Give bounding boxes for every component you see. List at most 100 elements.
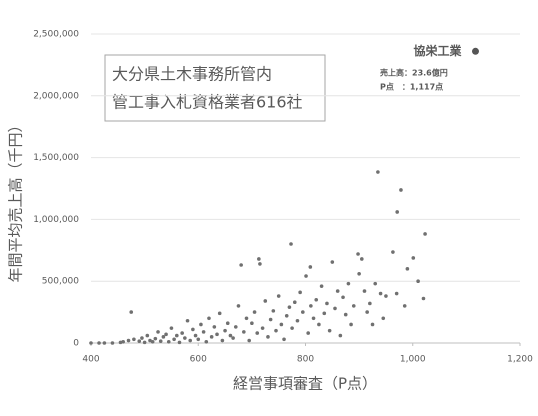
x-tick-label: 400 [82,355,99,365]
highlight-note: 売上高：23.6億円 [380,68,448,78]
point [290,326,294,330]
x-tick-label: 1,000 [400,355,426,365]
point [180,331,184,335]
point [260,326,265,330]
point [309,304,313,308]
point [394,291,399,296]
point [343,312,348,317]
point [274,328,278,333]
point [378,291,383,296]
point [266,335,270,339]
point [150,339,155,344]
point [158,339,163,343]
point [356,252,360,256]
point [405,267,410,271]
point [242,330,246,334]
point [196,337,201,342]
point [129,310,134,314]
point [255,331,260,335]
point [89,341,93,345]
point [185,318,190,323]
point [177,340,182,345]
point [289,242,293,246]
point [333,306,337,311]
title-box [104,54,326,122]
point [220,338,225,343]
point-label: 協栄工業 [413,43,462,58]
point [199,322,203,327]
point [319,284,324,288]
point [411,256,416,260]
point [399,188,403,192]
point [384,294,388,298]
point [346,281,351,286]
point [395,210,399,214]
point [231,336,235,340]
point [148,338,152,343]
point [376,170,380,174]
point [153,336,158,341]
point [351,304,356,308]
title-line: 管工事入札資格業者616社 [112,93,303,112]
y-tick-label: 0 [73,339,79,349]
point [362,289,367,293]
point [317,322,321,327]
x-tick-label: 600 [190,355,207,365]
point [322,311,327,316]
point [239,263,243,267]
point [298,290,302,295]
point [279,322,284,327]
point [193,333,198,338]
x-axis-label: 経営事項審査（P点） [233,375,377,393]
point [276,294,281,298]
point [349,322,353,327]
y-tick-label: 2,500,000 [33,30,79,40]
point [209,335,214,339]
point [365,310,369,314]
point [140,336,144,340]
point [126,338,131,343]
point [233,325,238,329]
y-tick-label: 1,500,000 [33,153,79,163]
x-tick-label: 1,200 [507,355,533,365]
point [335,289,340,293]
point [247,338,251,343]
point [325,301,329,306]
point [311,316,316,321]
point [287,305,292,309]
point [223,328,227,333]
point [217,311,222,316]
point [292,300,297,305]
point [284,314,289,318]
point [215,332,219,337]
point [236,304,241,308]
point [416,279,420,284]
point [257,257,261,261]
point [252,310,257,314]
point [250,321,254,326]
point [102,341,107,345]
point [381,316,386,321]
point [258,262,262,266]
point [271,309,276,313]
point [327,328,332,333]
point [244,316,249,321]
point [118,340,123,345]
point [132,337,136,342]
x-tick-label: 800 [297,355,314,365]
point [110,341,115,345]
y-tick-label: 1,000,000 [33,215,79,225]
point [166,339,171,344]
point [175,333,179,338]
point [191,327,195,332]
point [121,339,125,344]
point [183,336,187,340]
point [97,341,101,345]
point [142,340,147,345]
point [341,295,345,300]
point [137,339,142,343]
point [263,299,268,303]
point [304,274,308,278]
point [360,257,364,261]
point [164,332,168,337]
